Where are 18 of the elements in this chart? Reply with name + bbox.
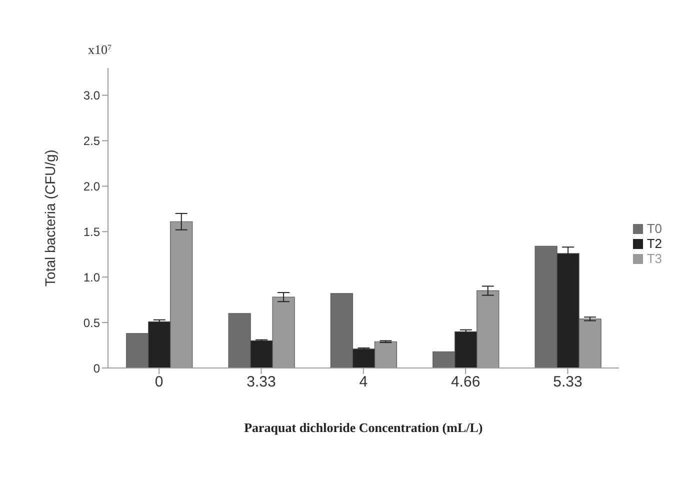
legend-label: T0 xyxy=(646,220,662,236)
text: x10$^{7}$ xyxy=(88,42,112,57)
legend-label: T2 xyxy=(646,236,662,250)
y-tick-label: 3.0 xyxy=(83,88,100,103)
y-tick-label: 2.5 xyxy=(83,134,100,148)
x-tick-label: 4.66 xyxy=(450,374,480,391)
y-tick-label: 0 xyxy=(93,361,100,376)
x-tick-label: 5.33 xyxy=(553,374,582,391)
legend-label: T3 xyxy=(646,250,662,266)
x-axis-title: Paraquat dichloride Concentration (mL/L) xyxy=(244,420,483,435)
y-axis-title: Total bacteria (CFU/g) xyxy=(42,150,58,286)
y-tick-label: 0.5 xyxy=(83,316,100,330)
y-tick-label: 1.0 xyxy=(83,270,100,284)
y-tick-label: 1.5 xyxy=(83,224,100,239)
x-tick-label: 0 xyxy=(154,374,164,391)
x-tick-label: 4 xyxy=(359,374,368,391)
y-tick-label: 2.0 xyxy=(83,179,100,194)
x-tick-label: 3.33 xyxy=(246,374,276,391)
